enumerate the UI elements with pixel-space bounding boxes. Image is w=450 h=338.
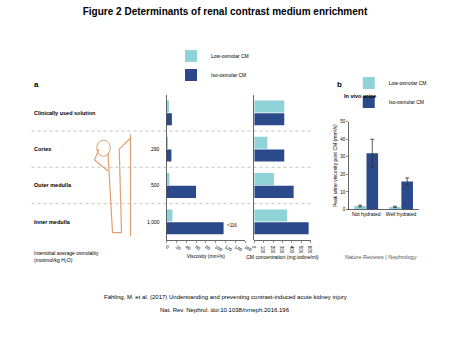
svg-text:20: 20	[340, 172, 346, 177]
svg-text:80: 80	[204, 244, 211, 251]
svg-text:60: 60	[194, 244, 201, 251]
svg-text:0: 0	[165, 244, 170, 250]
svg-text:Fähling, M. et al. (2017) Unde: Fähling, M. et al. (2017) Understanding …	[104, 294, 347, 300]
svg-text:Iso-osmolar CM: Iso-osmolar CM	[211, 72, 246, 78]
svg-text:Not hydrated: Not hydrated	[352, 211, 381, 217]
svg-text:Interstitial average osmolalit: Interstitial average osmolality(mosmol/k…	[34, 250, 99, 263]
svg-text:0: 0	[343, 207, 346, 212]
svg-text:Iso-osmolar CM: Iso-osmolar CM	[389, 99, 424, 105]
svg-text:Outer medulla: Outer medulla	[34, 182, 72, 188]
svg-text:10: 10	[340, 190, 346, 195]
svg-text:Viscosity (mm²/s): Viscosity (mm²/s)	[187, 253, 226, 259]
svg-text:Peak urine viscosity post CM (: Peak urine viscosity post CM (mm²/s)	[332, 124, 338, 207]
svg-text:290: 290	[151, 146, 160, 152]
svg-text:100: 100	[260, 246, 265, 254]
svg-text:Inner medulla: Inner medulla	[34, 219, 71, 225]
svg-text:Well hydrated: Well hydrated	[386, 211, 417, 217]
svg-text:>116: >116	[227, 223, 237, 228]
svg-text:b: b	[337, 80, 342, 89]
svg-text:400: 400	[289, 246, 294, 254]
svg-text:300: 300	[279, 246, 284, 254]
svg-text:500: 500	[298, 246, 303, 254]
svg-text:140: 140	[234, 244, 243, 252]
svg-text:160: 160	[244, 244, 253, 252]
svg-text:500: 500	[151, 182, 160, 188]
svg-text:Low-osmolar CM: Low-osmolar CM	[211, 53, 249, 59]
svg-text:200: 200	[270, 246, 275, 254]
svg-text:Cortex: Cortex	[34, 146, 52, 152]
svg-text:100: 100	[214, 244, 223, 252]
svg-text:Nature Reviews | Nephrology: Nature Reviews | Nephrology	[345, 254, 417, 260]
svg-text:40: 40	[340, 137, 346, 142]
svg-text:a: a	[34, 80, 39, 89]
svg-text:Nat. Rev. Nephrol. doi:10.1038: Nat. Rev. Nephrol. doi:10.1038/nrneph.20…	[160, 307, 290, 313]
svg-text:40: 40	[185, 244, 192, 251]
svg-text:50: 50	[340, 119, 346, 124]
svg-text:0: 0	[251, 246, 256, 249]
svg-text:600: 600	[307, 246, 312, 254]
svg-text:30: 30	[340, 154, 346, 159]
svg-text:CM concentration (mg iodine/ml: CM concentration (mg iodine/ml)	[246, 254, 319, 260]
svg-text:1,000: 1,000	[147, 219, 160, 225]
svg-text:Figure 2 Determinants of renal: Figure 2 Determinants of renal contrast …	[83, 6, 368, 17]
svg-text:20: 20	[175, 244, 182, 251]
svg-text:In vivo urine: In vivo urine	[344, 93, 376, 99]
svg-text:Clinically used solution: Clinically used solution	[34, 110, 96, 116]
svg-text:120: 120	[224, 244, 233, 252]
svg-text:Low-osmolar CM: Low-osmolar CM	[389, 80, 427, 86]
